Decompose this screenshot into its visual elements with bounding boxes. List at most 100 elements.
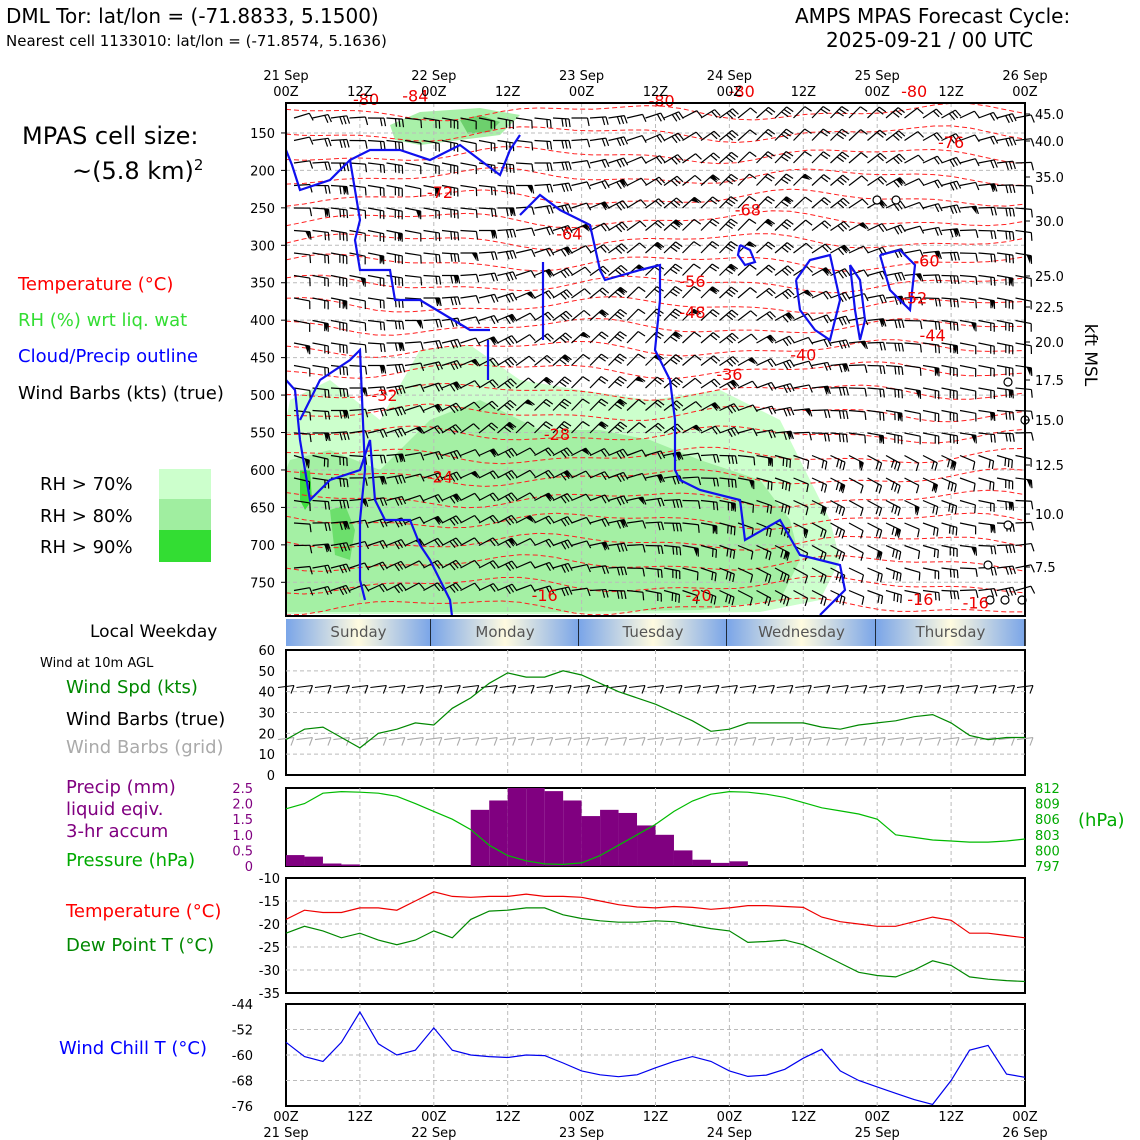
barb-feather [567, 539, 573, 548]
barb-staff [386, 252, 403, 257]
barb-feather [545, 563, 551, 571]
wind-barb [367, 117, 387, 127]
barb-staff [608, 115, 625, 119]
wind-barb [293, 387, 311, 399]
barb-feather [615, 247, 623, 254]
wind-barb [293, 160, 314, 169]
barb-staff [1015, 585, 1032, 592]
wind-barb [423, 297, 442, 307]
barb-feather [508, 516, 515, 524]
wind-barb [1015, 297, 1032, 310]
barb-staff [904, 567, 921, 573]
wind-barb [312, 207, 331, 218]
barb-staff [959, 181, 976, 187]
barb-feather [841, 269, 848, 278]
wind-barb [589, 180, 610, 190]
barb-feather [490, 208, 494, 217]
barb-feather [934, 204, 940, 213]
barb-feather [494, 272, 499, 282]
barb-feather [434, 561, 441, 569]
barb-staff [497, 378, 511, 389]
wind-barb [682, 263, 701, 276]
wind-barb [941, 180, 962, 191]
barb-feather [346, 115, 351, 124]
true-barb [512, 685, 517, 694]
barb-feather [309, 136, 314, 145]
wind-barb [941, 133, 962, 144]
forecast-cycle: 2025-09-21 / 00 UTC [826, 28, 1034, 52]
barb-feather [750, 333, 758, 341]
temp-contour-label: -20 [686, 586, 712, 605]
calm-circle [983, 560, 993, 570]
barb-feather [843, 244, 851, 252]
barb-feather [825, 267, 832, 275]
barb-feather [731, 309, 739, 316]
wind-barb [719, 108, 739, 119]
barb-feather [693, 331, 702, 338]
wind-barb [700, 378, 721, 389]
barb-feather [346, 209, 349, 219]
barb-feather [622, 448, 629, 457]
barb-feather [602, 287, 610, 294]
barb-feather [508, 562, 515, 570]
barb-feather [712, 332, 720, 339]
wind-barb [441, 515, 462, 526]
barb-feather [546, 205, 551, 215]
barb-staff [293, 522, 311, 525]
barb-staff [478, 251, 496, 254]
barb-feather [531, 249, 536, 258]
barb-staff [682, 476, 699, 479]
barb-staff [1015, 564, 1032, 569]
wind-barb [515, 377, 536, 389]
wind-barb [978, 432, 996, 443]
wind-barb [756, 106, 776, 119]
barb-staff [663, 567, 680, 572]
temp-contour [285, 512, 1025, 530]
barb-staff [497, 228, 514, 232]
true-barb [684, 684, 701, 689]
barb-staff [552, 493, 568, 502]
barb-staff [293, 454, 310, 461]
pressure-tick-label: 800 [1035, 844, 1060, 859]
barb-feather [807, 313, 814, 321]
barb-feather [1030, 114, 1035, 123]
barb-feather [836, 179, 845, 186]
barb-feather [546, 119, 549, 128]
barb-feather [990, 434, 993, 443]
true-barb [641, 685, 646, 694]
wind-barb [571, 331, 591, 344]
barb-staff [645, 422, 659, 434]
barb-feather [731, 151, 739, 158]
wind-barb [330, 342, 348, 354]
barb-feather [711, 263, 720, 270]
barb-feather [546, 354, 554, 362]
grid-barb [296, 737, 313, 741]
grid-barb [290, 737, 295, 746]
barb-feather [670, 224, 678, 230]
true-barb [623, 685, 628, 694]
barb-feather [933, 133, 940, 141]
wind-barb [793, 106, 812, 119]
barb-feather [672, 243, 681, 250]
wind-barb [959, 229, 979, 238]
barb-staff [404, 473, 421, 479]
barb-feather [710, 595, 714, 604]
barb-staff [793, 219, 807, 231]
wind-barb [515, 248, 536, 258]
barb-staff [589, 448, 605, 457]
barb-feather [548, 515, 555, 523]
bottom-hour-label: 12Z [643, 1110, 669, 1125]
barb-feather [975, 276, 978, 286]
wind-barb [1015, 564, 1035, 573]
barb-staff [867, 106, 880, 119]
barb-feather [766, 313, 774, 320]
wind-barb [811, 589, 827, 606]
barb-feather [619, 158, 625, 167]
wind-barb [663, 377, 683, 389]
grid-barb [647, 737, 664, 741]
barb-feather [383, 365, 387, 374]
wind-barb [330, 274, 348, 287]
barb-staff [663, 308, 676, 321]
barb-feather [1005, 161, 1009, 170]
wind-barb [756, 454, 773, 467]
